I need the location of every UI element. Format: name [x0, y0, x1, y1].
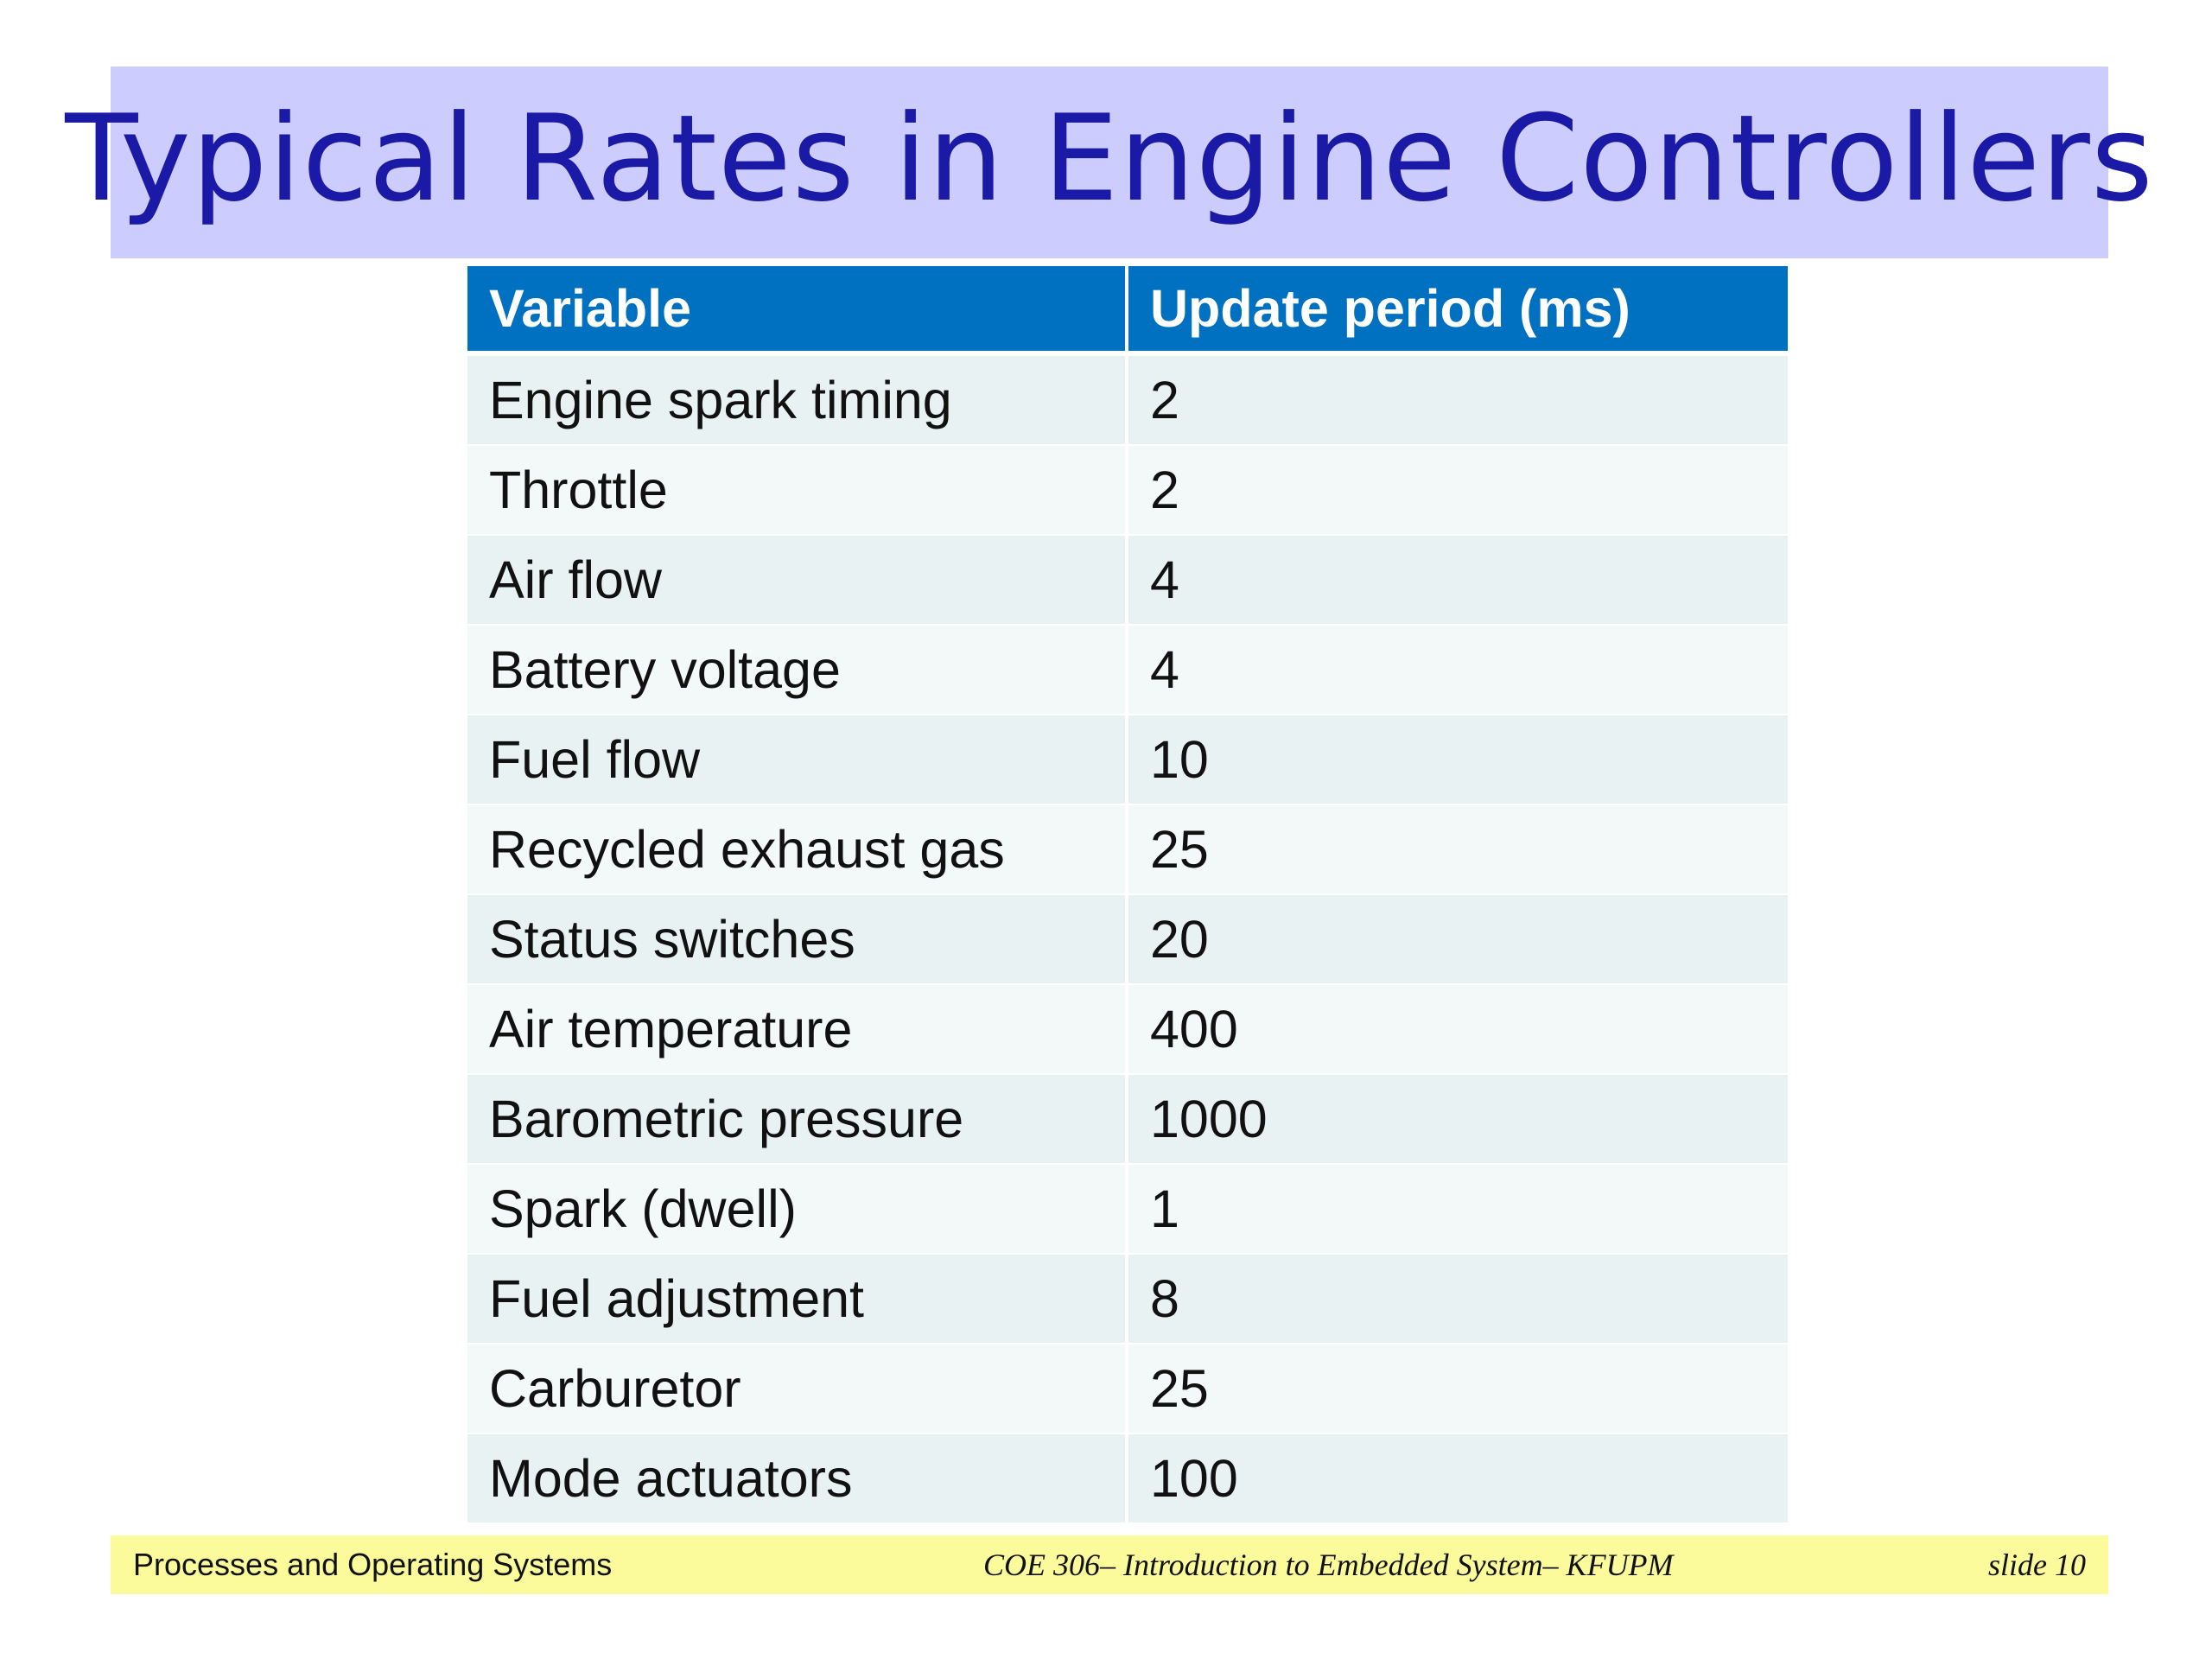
table-row: Air temperature 400: [467, 985, 1788, 1073]
variable-cell: Throttle: [467, 446, 1125, 534]
table-row: Engine spark timing 2: [467, 356, 1788, 444]
update-period-cell: 1000: [1128, 1075, 1788, 1163]
variable-cell: Battery voltage: [467, 626, 1125, 714]
variable-cell: Status switches: [467, 895, 1125, 983]
variable-cell: Spark (dwell): [467, 1165, 1125, 1253]
slide-title: Typical Rates in Engine Controllers: [65, 88, 2154, 228]
table-row: Battery voltage 4: [467, 626, 1788, 714]
table-header-row: Variable Update period (ms): [467, 266, 1788, 351]
footer-bar: Processes and Operating Systems COE 306–…: [111, 1535, 2108, 1594]
table-body: Engine spark timing 2 Throttle 2 Air flow 4 Ba…: [467, 356, 1788, 1522]
table-row: Air flow 4: [467, 536, 1788, 624]
update-period-cell: 100: [1128, 1434, 1788, 1522]
table-row: Spark (dwell) 1: [467, 1165, 1788, 1253]
table-row: Throttle 2: [467, 446, 1788, 534]
table-row: Recycled exhaust gas 25: [467, 805, 1788, 893]
update-period-cell: 4: [1128, 626, 1788, 714]
table-row: Status switches 20: [467, 895, 1788, 983]
rates-table: Variable Update period (ms) Engine spark…: [467, 266, 1788, 1524]
variable-cell: Mode actuators: [467, 1434, 1125, 1522]
variable-cell: Barometric pressure: [467, 1075, 1125, 1163]
column-header-variable: Variable: [467, 266, 1125, 351]
update-period-cell: 4: [1128, 536, 1788, 624]
variable-cell: Fuel flow: [467, 715, 1125, 804]
slide-number: slide 10: [1988, 1548, 2086, 1582]
table-row: Barometric pressure 1000: [467, 1075, 1788, 1163]
table-row: Mode actuators 100: [467, 1434, 1788, 1522]
update-period-cell: 1: [1128, 1165, 1788, 1253]
footer-topic: Processes and Operating Systems: [133, 1547, 613, 1582]
variable-cell: Recycled exhaust gas: [467, 805, 1125, 893]
update-period-cell: 2: [1128, 356, 1788, 444]
variable-cell: Engine spark timing: [467, 356, 1125, 444]
variable-cell: Carburetor: [467, 1344, 1125, 1433]
variable-cell: Air flow: [467, 536, 1125, 624]
table-row: Carburetor 25: [467, 1344, 1788, 1433]
update-period-cell: 25: [1128, 1344, 1788, 1433]
update-period-cell: 400: [1128, 985, 1788, 1073]
variable-cell: Air temperature: [467, 985, 1125, 1073]
update-period-cell: 8: [1128, 1255, 1788, 1343]
variable-cell: Fuel adjustment: [467, 1255, 1125, 1343]
update-period-cell: 10: [1128, 715, 1788, 804]
update-period-cell: 25: [1128, 805, 1788, 893]
footer-course: COE 306– Introduction to Embedded System…: [983, 1548, 1674, 1582]
table-row: Fuel flow 10: [467, 715, 1788, 804]
title-banner: Typical Rates in Engine Controllers: [65, 67, 2153, 258]
table-row: Fuel adjustment 8: [467, 1255, 1788, 1343]
update-period-cell: 20: [1128, 895, 1788, 983]
column-header-update-period: Update period (ms): [1128, 266, 1788, 351]
update-period-cell: 2: [1128, 446, 1788, 534]
